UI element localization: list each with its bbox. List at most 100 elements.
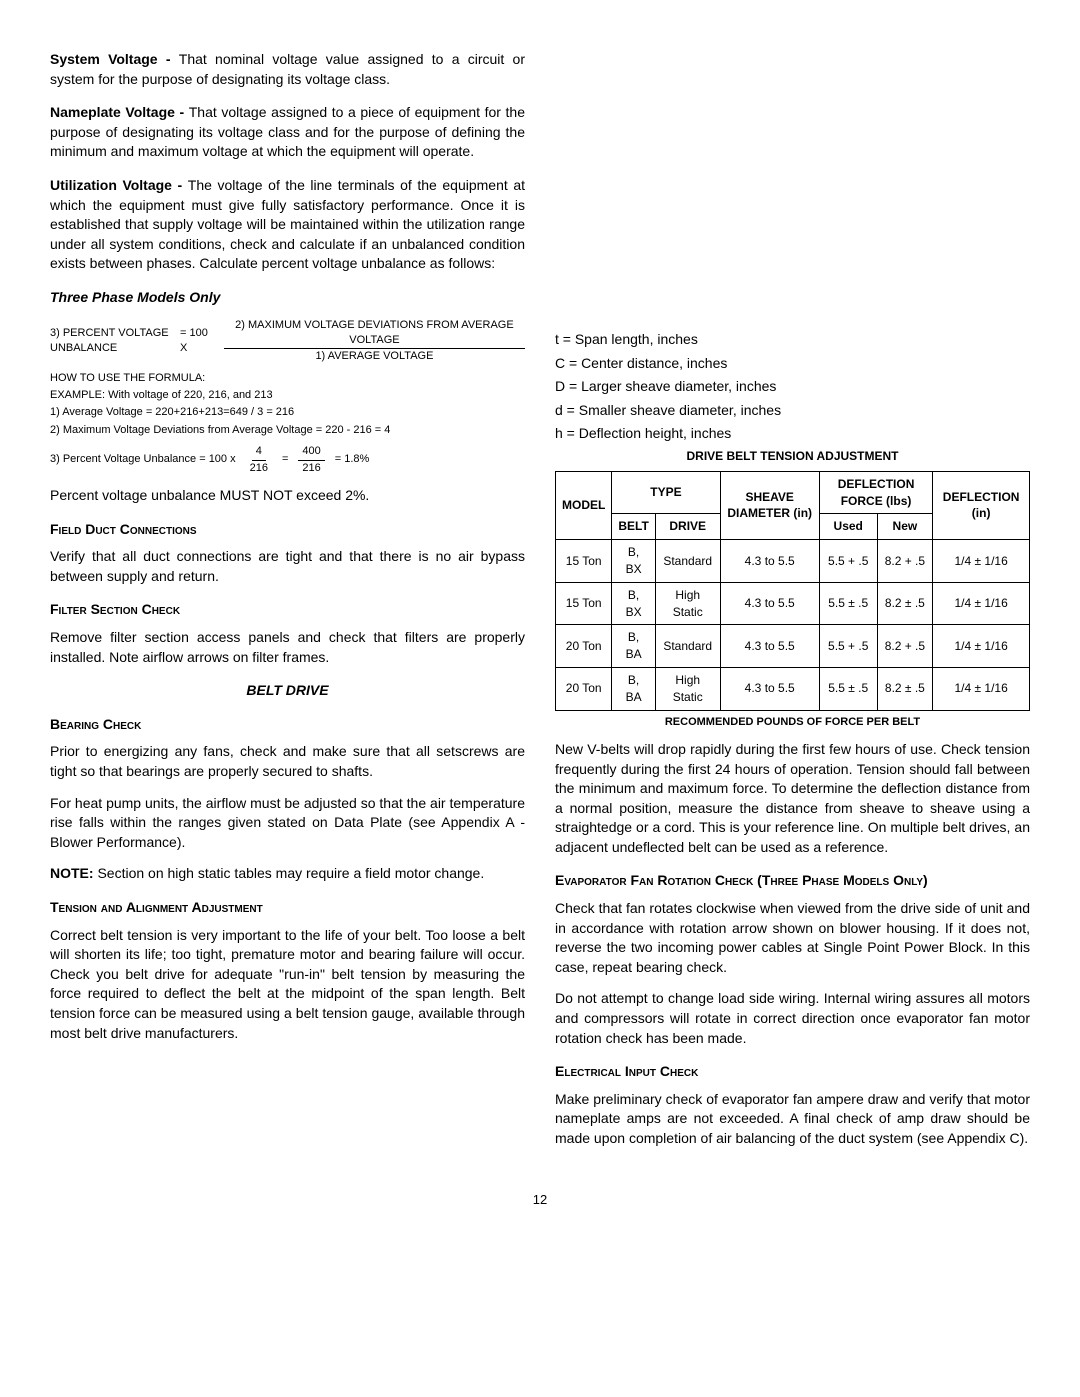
nameplate-voltage-term: Nameplate Voltage - — [50, 104, 189, 120]
legend: t = Span length, inches C = Center dista… — [555, 330, 1030, 444]
th-model: MODEL — [556, 471, 612, 539]
step2: 2) Maximum Voltage Deviations from Avera… — [50, 423, 525, 438]
legend-C: C = Center distance, inches — [555, 354, 1030, 374]
table-cell: 5.5 + .5 — [819, 540, 877, 583]
formula3-num: 2) MAXIMUM VOLTAGE DEVIATIONS FROM AVERA… — [224, 318, 525, 350]
table-cell: 15 Ton — [556, 540, 612, 583]
step3-f2n: 400 — [298, 444, 324, 460]
table-cell: 4.3 to 5.5 — [720, 667, 819, 710]
percent-note: Percent voltage unbalance MUST NOT excee… — [50, 486, 525, 506]
note-block: NOTE: Section on high static tables may … — [50, 864, 525, 884]
left-column: System Voltage - That nominal voltage va… — [50, 50, 525, 1161]
th-type: TYPE — [612, 471, 720, 514]
formula3-equals: = 100 X — [180, 326, 214, 357]
table-cell: 1/4 ± 1/16 — [933, 540, 1030, 583]
table-cell: 8.2 + .5 — [877, 625, 933, 668]
table-cell: High Static — [655, 582, 720, 625]
step1: 1) Average Voltage = 220+216+213=649 / 3… — [50, 405, 525, 420]
example-line: EXAMPLE: With voltage of 220, 216, and 2… — [50, 388, 525, 403]
th-drive: DRIVE — [655, 514, 720, 540]
th-defl-in: DEFLECTION (in) — [933, 471, 1030, 539]
note-label: NOTE: — [50, 865, 94, 881]
table-cell: Standard — [655, 625, 720, 668]
diagram-placeholder — [555, 50, 1030, 330]
table-cell: 15 Ton — [556, 582, 612, 625]
filter-header: Filter Section Check — [50, 600, 525, 620]
system-voltage-term: System Voltage - — [50, 51, 179, 67]
table-cell: 20 Ton — [556, 667, 612, 710]
table-row: 20 TonB, BAHigh Static4.3 to 5.55.5 ± .5… — [556, 667, 1030, 710]
filter-text: Remove filter section access panels and … — [50, 628, 525, 667]
evap-text2: Do not attempt to change load side wirin… — [555, 989, 1030, 1048]
table-cell: 5.5 + .5 — [819, 625, 877, 668]
table-cell: B, BA — [612, 667, 656, 710]
field-duct-header: Field Duct Connections — [50, 520, 525, 540]
tension-header: Tension and Alignment Adjustment — [50, 898, 525, 918]
th-sheave: SHEAVE DIAMETER (in) — [720, 471, 819, 539]
step3-eq2: = 1.8% — [335, 452, 370, 467]
table-cell: 8.2 ± .5 — [877, 667, 933, 710]
step3-line: 3) Percent Voltage Unbalance = 100 x 4 2… — [50, 444, 525, 476]
two-column-layout: System Voltage - That nominal voltage va… — [50, 50, 1030, 1161]
step3-f2d: 216 — [298, 461, 324, 476]
right-column: t = Span length, inches C = Center dista… — [555, 50, 1030, 1161]
elec-text: Make preliminary check of evaporator fan… — [555, 1090, 1030, 1149]
legend-h: h = Deflection height, inches — [555, 424, 1030, 444]
belt-drive-header: BELT DRIVE — [50, 681, 525, 701]
system-voltage-def: System Voltage - That nominal voltage va… — [50, 50, 525, 89]
utilization-voltage-term: Utilization Voltage - — [50, 177, 188, 193]
table-cell: 8.2 ± .5 — [877, 582, 933, 625]
table-cell: 4.3 to 5.5 — [720, 625, 819, 668]
step3-f1n: 4 — [252, 444, 266, 460]
th-new: New — [877, 514, 933, 540]
th-defl-force: DEFLECTION FORCE (lbs) — [819, 471, 932, 514]
note-text: Section on high static tables may requir… — [94, 865, 485, 881]
step3-f1d: 216 — [246, 461, 272, 476]
formula-section: 3) PERCENT VOLTAGE UNBALANCE = 100 X 2) … — [50, 318, 525, 477]
nameplate-voltage-def: Nameplate Voltage - That voltage assigne… — [50, 103, 525, 162]
page-number: 12 — [50, 1191, 1030, 1209]
table-cell: B, BX — [612, 540, 656, 583]
three-phase-header: Three Phase Models Only — [50, 288, 525, 308]
th-used: Used — [819, 514, 877, 540]
bearing-text: Prior to energizing any fans, check and … — [50, 742, 525, 781]
formula3-den: 1) AVERAGE VOLTAGE — [311, 349, 437, 364]
legend-t: t = Span length, inches — [555, 330, 1030, 350]
evap-text1: Check that fan rotates clockwise when vi… — [555, 899, 1030, 977]
step3-label: 3) Percent Voltage Unbalance = 100 x — [50, 452, 236, 467]
step3-eq1: = — [282, 452, 288, 467]
table-row: 20 TonB, BAStandard4.3 to 5.55.5 + .58.2… — [556, 625, 1030, 668]
field-duct-text: Verify that all duct connections are tig… — [50, 547, 525, 586]
tension-text: Correct belt tension is very important t… — [50, 926, 525, 1044]
heat-pump-text: For heat pump units, the airflow must be… — [50, 794, 525, 853]
vbelt-text: New V-belts will drop rapidly during the… — [555, 740, 1030, 858]
table-cell: 4.3 to 5.5 — [720, 582, 819, 625]
table-cell: 8.2 + .5 — [877, 540, 933, 583]
elec-header: Electrical Input Check — [555, 1062, 1030, 1082]
evap-header: Evaporator Fan Rotation Check (Three Pha… — [555, 871, 1030, 891]
table-cell: 5.5 ± .5 — [819, 667, 877, 710]
table-row: 15 TonB, BXHigh Static4.3 to 5.55.5 ± .5… — [556, 582, 1030, 625]
table-cell: Standard — [655, 540, 720, 583]
table-cell: 1/4 ± 1/16 — [933, 582, 1030, 625]
legend-d: d = Smaller sheave diameter, inches — [555, 401, 1030, 421]
table-title: DRIVE BELT TENSION ADJUSTMENT — [555, 448, 1030, 465]
table-cell: 4.3 to 5.5 — [720, 540, 819, 583]
table-cell: 5.5 ± .5 — [819, 582, 877, 625]
how-to-use: HOW TO USE THE FORMULA: — [50, 371, 525, 386]
table-cell: 1/4 ± 1/16 — [933, 667, 1030, 710]
table-cell: High Static — [655, 667, 720, 710]
table-row: 15 TonB, BXStandard4.3 to 5.55.5 + .58.2… — [556, 540, 1030, 583]
table-cell: B, BA — [612, 625, 656, 668]
table-cell: B, BX — [612, 582, 656, 625]
th-belt: BELT — [612, 514, 656, 540]
tension-table: MODEL TYPE SHEAVE DIAMETER (in) DEFLECTI… — [555, 471, 1030, 711]
table-cell: 20 Ton — [556, 625, 612, 668]
bearing-header: Bearing Check — [50, 715, 525, 735]
legend-D: D = Larger sheave diameter, inches — [555, 377, 1030, 397]
table-caption: RECOMMENDED POUNDS OF FORCE PER BELT — [555, 715, 1030, 730]
formula3-left: 3) PERCENT VOLTAGE UNBALANCE — [50, 326, 170, 357]
table-cell: 1/4 ± 1/16 — [933, 625, 1030, 668]
utilization-voltage-def: Utilization Voltage - The voltage of the… — [50, 176, 525, 274]
formula-3: 3) PERCENT VOLTAGE UNBALANCE = 100 X 2) … — [50, 318, 525, 365]
